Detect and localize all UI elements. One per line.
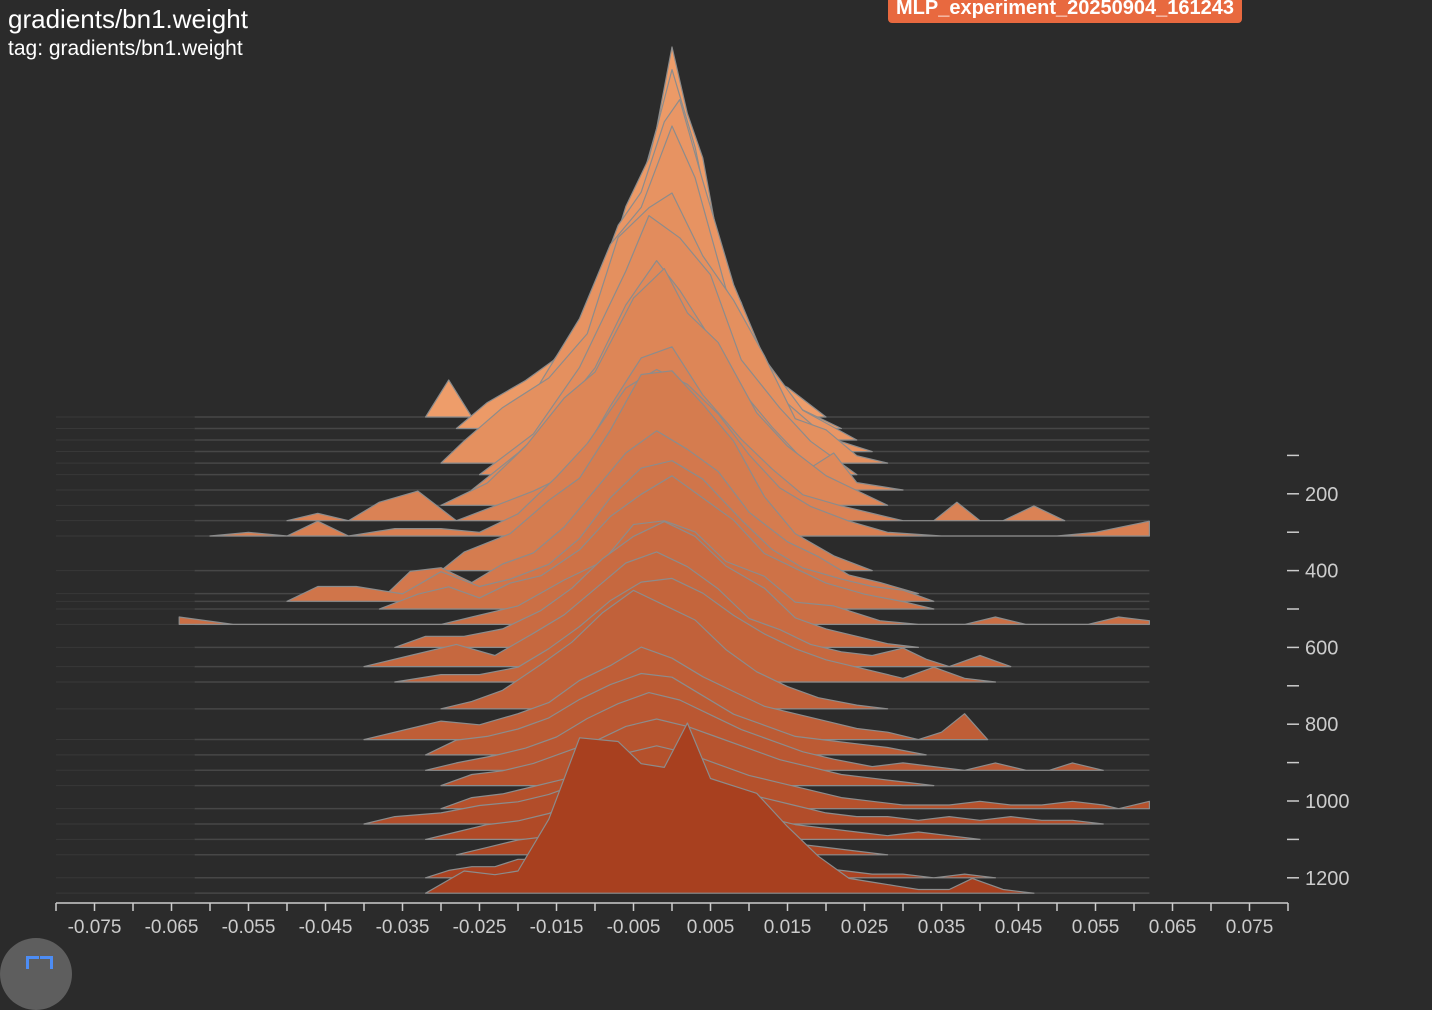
step-tick-label: 200: [1305, 484, 1338, 506]
x-tick-label: -0.045: [299, 917, 353, 938]
x-tick-label: 0.015: [764, 917, 812, 938]
x-tick-label: -0.025: [453, 917, 507, 938]
fullscreen-icon-corner: [40, 956, 53, 969]
histogram-slice: [440, 589, 889, 710]
step-tick-label: 800: [1305, 714, 1338, 736]
x-tick-label: -0.055: [222, 917, 276, 938]
slice-group: [178, 46, 1151, 894]
step-tick-label: 1200: [1305, 868, 1350, 890]
x-tick-label: 0.065: [1149, 917, 1197, 938]
x-axis: -0.075 -0.065 -0.055 -0.045 -0.035 -0.025 -0.0…: [55, 902, 1289, 938]
x-tick-label: -0.005: [607, 917, 661, 938]
histogram-chart: -0.075 -0.065 -0.055 -0.045 -0.035 -0.025 -0.0…: [55, 46, 1350, 938]
chart-tag: tag: gradients/bn1.weight: [8, 37, 243, 60]
x-tick-label: 0.045: [995, 917, 1043, 938]
run-badge[interactable]: MLP_experiment_20250904_161243: [888, 0, 1243, 23]
x-tick-label: 0.035: [918, 917, 966, 938]
x-tick-label: 0.055: [1072, 917, 1120, 938]
fullscreen-button[interactable]: [0, 938, 72, 1010]
x-tick-label: -0.075: [68, 917, 122, 938]
histogram-slice: [425, 722, 1035, 894]
step-axis: 200 400 600 800 1000 1200: [1287, 454, 1350, 890]
x-tick-label: 0.005: [687, 917, 735, 938]
step-tick-label: 1000: [1305, 791, 1350, 813]
fullscreen-icon: [26, 956, 39, 969]
chart-title: gradients/bn1.weight: [8, 4, 248, 34]
x-tick-label: 0.025: [841, 917, 889, 938]
x-tick-label: 0.075: [1226, 917, 1274, 938]
x-tick-label: -0.015: [530, 917, 584, 938]
step-tick-label: 600: [1305, 637, 1338, 659]
step-tick-label: 400: [1305, 561, 1338, 583]
x-tick-label: -0.035: [376, 917, 430, 938]
x-tick-label: -0.065: [145, 917, 199, 938]
